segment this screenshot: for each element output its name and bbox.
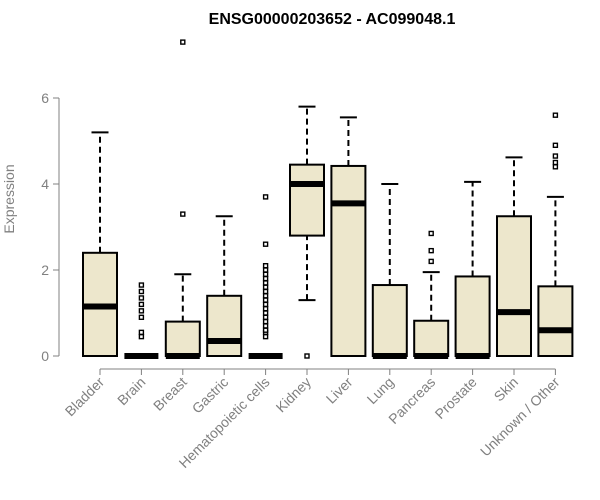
box-pancreas	[413, 319, 450, 357]
x-tick-label: Skin	[491, 374, 522, 405]
x-tick-label: Kidney	[273, 374, 315, 416]
box-skin	[496, 215, 532, 357]
x-tick-label: Unknown / Other	[477, 374, 563, 460]
chart-title: ENSG00000203652 - AC099048.1	[209, 11, 456, 28]
outlier-point	[138, 295, 145, 301]
outlier-point	[262, 318, 269, 325]
box-kidney	[289, 163, 325, 237]
x-tick-label: Bladder	[62, 374, 108, 420]
outlier-point	[180, 211, 186, 217]
box-prostate	[454, 275, 491, 358]
outlier-point	[262, 263, 269, 269]
x-tick-label: Lung	[364, 374, 397, 407]
y-tick-label: 0	[41, 348, 49, 364]
outlier-point	[262, 327, 269, 333]
outlier-point	[262, 323, 269, 329]
outlier-point	[552, 159, 559, 166]
outlier-point	[552, 153, 559, 159]
outlier-point	[428, 247, 434, 254]
outlier-point	[138, 282, 145, 288]
x-tick-label: Prostate	[432, 374, 480, 422]
outlier-point	[138, 308, 145, 314]
x-tick-label: Brain	[114, 374, 148, 408]
x-tick-label: Liver	[323, 374, 356, 407]
box-lung	[371, 284, 408, 357]
outlier-point	[262, 301, 269, 308]
outlier-point	[262, 267, 269, 273]
box-breast	[164, 320, 201, 358]
outlier-point	[262, 288, 269, 295]
outlier-point	[138, 329, 145, 336]
outlier-point	[262, 241, 269, 247]
outlier-point	[552, 164, 559, 170]
outlier-point	[138, 301, 145, 308]
y-tick-label: 2	[41, 262, 49, 278]
outlier-point	[138, 314, 145, 320]
x-tick-label: Breast	[150, 374, 190, 414]
outlier-point	[262, 284, 269, 290]
outlier-point	[262, 310, 269, 316]
outlier-point	[552, 112, 559, 118]
outlier-point	[262, 275, 269, 282]
outlier-point	[138, 288, 145, 295]
outlier-point	[262, 280, 269, 286]
outlier-point	[428, 258, 434, 265]
outlier-point	[304, 353, 310, 359]
y-tick-label: 4	[41, 176, 49, 192]
outlier-point	[262, 314, 269, 320]
y-axis-label: Expression	[1, 164, 17, 233]
y-tick-label: 6	[41, 90, 49, 106]
box-unknown-other	[537, 285, 574, 357]
outlier-point	[262, 194, 269, 200]
outlier-point	[262, 333, 269, 340]
outlier-point	[262, 297, 269, 303]
outlier-point	[262, 293, 269, 299]
outlier-point	[552, 142, 559, 149]
outlier-point	[262, 271, 269, 277]
outlier-point	[138, 333, 145, 340]
outlier-point	[428, 230, 434, 237]
box-liver	[330, 164, 367, 357]
box-gastric	[206, 294, 243, 357]
outlier-point	[262, 306, 269, 312]
outlier-point	[180, 39, 186, 45]
